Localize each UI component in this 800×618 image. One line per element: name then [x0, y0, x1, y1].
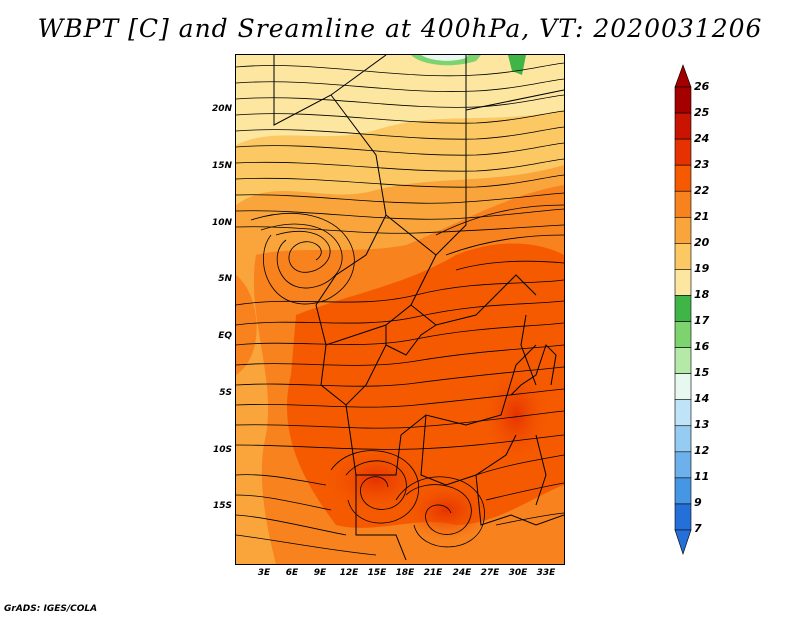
- colorbar-segment: [674, 425, 692, 453]
- field-22c-west-pocket: [236, 275, 257, 375]
- colorbar-segment: [674, 190, 692, 218]
- grads-credit: GrADS: IGES/COLA: [4, 604, 98, 614]
- lon-label-24e: 24E: [452, 568, 472, 578]
- colorbar-label-9: 9: [694, 496, 702, 509]
- lat-label-15s: 15S: [212, 501, 232, 511]
- lon-label-9e: 9E: [313, 568, 327, 578]
- lon-label-12e: 12E: [339, 568, 359, 578]
- lon-label-6e: 6E: [285, 568, 299, 578]
- colorbar-top-triangle: [674, 64, 692, 88]
- colorbar-label-13: 13: [694, 418, 710, 431]
- lon-label-21e: 21E: [423, 568, 443, 578]
- colorbar-segment: [674, 269, 692, 296]
- colorbar-segment: [674, 477, 692, 505]
- lat-label-5s: 5S: [219, 388, 232, 398]
- streamlines: [236, 62, 564, 556]
- colorbar-label-16: 16: [694, 340, 710, 353]
- colorbar-label-11: 11: [694, 470, 710, 483]
- colorbar-segment: [674, 503, 692, 531]
- colorbar-label-7: 7: [694, 522, 702, 535]
- colorbar-label-20: 20: [694, 236, 710, 249]
- lon-label-27e: 27E: [480, 568, 500, 578]
- lon-label-3e: 3E: [257, 568, 271, 578]
- plot-title: WBPT [C] and Sreamline at 400hPa, VT: 20…: [37, 14, 763, 43]
- colorbar-segment: [674, 321, 692, 348]
- lon-label-30e: 30E: [508, 568, 528, 578]
- colorbar-label-15: 15: [694, 366, 710, 379]
- field-21c-west-pocket: [236, 415, 252, 564]
- colorbar-segment: [674, 399, 692, 427]
- wbpt-field-map: [236, 55, 564, 564]
- colorbar-label-17: 17: [694, 314, 710, 327]
- field-24c-core-south: [401, 480, 491, 540]
- lat-label-15n: 15N: [211, 161, 232, 171]
- field-19c-band: [236, 55, 564, 145]
- lon-label-18e: 18E: [395, 568, 415, 578]
- colorbar-label-24: 24: [694, 132, 710, 145]
- lat-label-10n: 10N: [211, 218, 232, 228]
- colorbar-segment: [674, 347, 692, 374]
- colorbar-segment: [674, 451, 692, 479]
- colorbar-segment: [674, 112, 692, 140]
- colorbar-bottom-triangle: [674, 529, 692, 555]
- lon-label-33e: 33E: [536, 568, 556, 578]
- colorbar-label-22: 22: [694, 184, 710, 197]
- lat-label-5n: 5N: [218, 274, 232, 284]
- colorbar: [674, 64, 692, 555]
- colorbar-label-12: 12: [694, 444, 710, 457]
- lat-label-20n: 20N: [211, 104, 232, 114]
- colorbar-segment: [674, 164, 692, 192]
- colorbar-segment: [674, 86, 692, 114]
- lat-label-eq: EQ: [218, 331, 232, 341]
- map-panel: [235, 54, 565, 565]
- colorbar-segment: [674, 138, 692, 166]
- colorbar-label-14: 14: [694, 392, 710, 405]
- colorbar-segment: [674, 216, 692, 244]
- field-24c-core-east: [481, 365, 551, 465]
- country-borders: [273, 55, 564, 561]
- lat-label-10s: 10S: [212, 445, 232, 455]
- colorbar-label-18: 18: [694, 288, 710, 301]
- field-pale-patch: [421, 55, 468, 61]
- colorbar-segment: [674, 295, 692, 322]
- colorbar-segment: [674, 243, 692, 270]
- colorbar-label-21: 21: [694, 210, 710, 223]
- colorbar-label-25: 25: [694, 106, 710, 119]
- colorbar-label-19: 19: [694, 262, 710, 275]
- lon-label-15e: 15E: [367, 568, 387, 578]
- colorbar-label-23: 23: [694, 158, 710, 171]
- colorbar-segment: [674, 373, 692, 401]
- colorbar-segments: [674, 86, 692, 531]
- colorbar-label-26: 26: [694, 80, 710, 93]
